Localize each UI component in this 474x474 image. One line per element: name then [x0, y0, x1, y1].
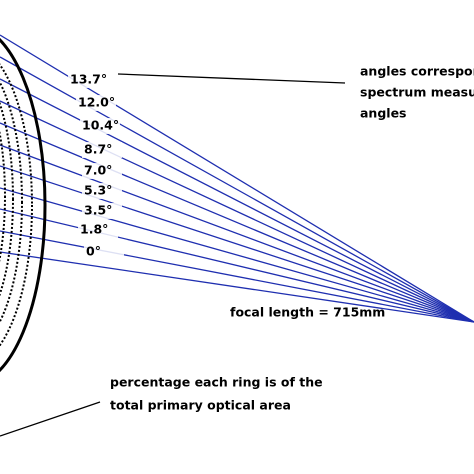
angle-label: 8.7°: [84, 142, 112, 157]
note-text: percentage each ring is of the: [110, 375, 323, 390]
angle-label: 13.7°: [70, 72, 107, 87]
label-bg: [78, 222, 118, 238]
pointer-line: [117, 73, 346, 84]
label-bg: [82, 163, 122, 179]
ray: [0, 230, 474, 323]
label-bg: [82, 142, 122, 158]
focal-length: focal length = 715mm: [230, 305, 385, 320]
angle-label: 3.5°: [84, 203, 112, 218]
angle-label: 12.0°: [78, 95, 115, 110]
note-text: angles correspon: [360, 64, 474, 79]
rings: [0, 63, 33, 347]
primary-mirror: [0, 37, 47, 373]
angle-label: 5.3°: [84, 183, 112, 198]
ray: [0, 144, 474, 323]
ring: [0, 101, 14, 297]
label-bg: [82, 203, 122, 219]
ray: [0, 251, 474, 323]
note-text: total primary optical area: [110, 398, 291, 413]
label-bg: [84, 244, 124, 260]
ray: [0, 187, 474, 323]
pointer-line: [0, 401, 101, 437]
angle-label: 1.8°: [80, 222, 108, 237]
label-bg: [80, 118, 120, 134]
ray: [0, 165, 474, 323]
angle-label: 0°: [86, 244, 101, 259]
angle-label: 7.0°: [84, 163, 112, 178]
note-text: spectrum measur: [360, 85, 474, 100]
ring: [0, 80, 23, 324]
ray: [0, 122, 474, 323]
label-bg: [82, 183, 122, 199]
ray: [0, 78, 474, 323]
note-text: angles: [360, 106, 406, 121]
angle-label: 10.4°: [82, 118, 119, 133]
label-bg: [76, 95, 116, 111]
angle-labels: 13.7° 12.0° 10.4° 8.7° 7.0° 5.3° 3.5° 1.8° 0°: [68, 72, 124, 260]
ray: [0, 100, 474, 323]
ring: [0, 129, 6, 263]
label-bg: [68, 72, 108, 88]
